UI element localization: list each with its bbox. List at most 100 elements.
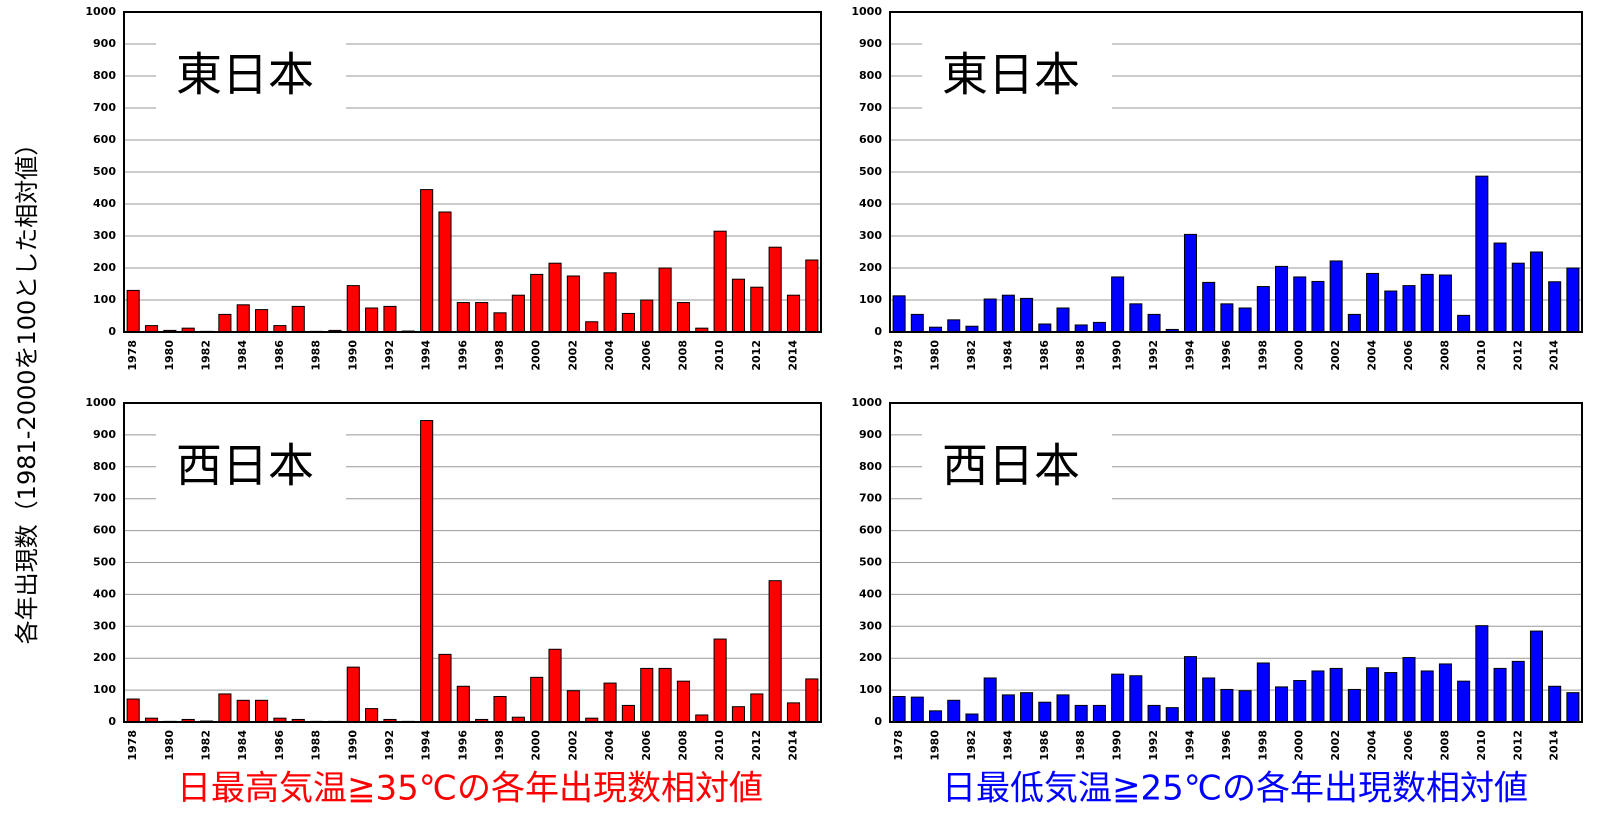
title-box: [922, 425, 1112, 513]
caption: 日最高気温≧35℃の各年出現数相対値: [177, 769, 763, 809]
bar: [1001, 694, 1015, 723]
bar: [768, 246, 782, 333]
bar: [1420, 670, 1434, 723]
x-tick-label: 2012: [750, 730, 763, 761]
title-box: [922, 34, 1112, 122]
x-tick-label: 1986: [273, 340, 286, 371]
bar: [1384, 290, 1398, 333]
bar: [713, 230, 727, 333]
x-tick-label: 1998: [493, 340, 506, 371]
bar: [676, 680, 690, 723]
bar: [420, 189, 434, 333]
x-tick-label: 2002: [1329, 340, 1342, 371]
x-tick-label: 1988: [310, 340, 323, 371]
x-tick-label: 2004: [603, 730, 616, 761]
bar: [1147, 313, 1161, 333]
bar: [1548, 685, 1562, 723]
bar: [910, 696, 924, 723]
x-tick-label: 1990: [346, 340, 359, 371]
bar: [1493, 242, 1507, 333]
bar: [1074, 324, 1088, 333]
x-tick-label: 1978: [126, 730, 139, 761]
x-tick-label: 1990: [346, 730, 359, 761]
y-tick-label: 400: [93, 587, 116, 600]
x-tick-label: 1982: [200, 730, 213, 761]
x-tick-label: 1980: [163, 340, 176, 371]
y-tick-label: 100: [859, 293, 882, 306]
bar: [236, 699, 250, 723]
y-tick-label: 0: [874, 715, 882, 728]
bar: [1147, 704, 1161, 723]
panel-title: 東日本: [942, 48, 1080, 102]
x-tick-label: 1982: [965, 730, 978, 761]
x-tick-label: 1994: [420, 340, 433, 371]
bar: [420, 420, 434, 723]
x-tick-label: 1990: [1111, 340, 1124, 371]
bar: [1183, 656, 1197, 723]
bar: [1129, 675, 1143, 723]
bar: [1548, 281, 1562, 333]
x-tick-label: 1988: [1074, 340, 1087, 371]
x-tick-label: 1996: [456, 730, 469, 761]
bar: [1038, 701, 1052, 723]
bar: [530, 273, 544, 333]
bar: [1020, 692, 1034, 723]
y-tick-label: 0: [108, 325, 116, 338]
x-tick-label: 2004: [1366, 730, 1379, 761]
x-tick-label: 2014: [786, 340, 799, 371]
bar: [1001, 294, 1015, 333]
x-tick-label: 2010: [1475, 730, 1488, 761]
bar: [1311, 280, 1325, 333]
y-tick-label: 300: [93, 229, 116, 242]
y-tick-label: 300: [93, 619, 116, 632]
y-tick-label: 800: [859, 460, 882, 473]
bar: [1457, 680, 1471, 723]
bar: [365, 307, 379, 333]
bar: [768, 580, 782, 723]
x-tick-label: 2008: [676, 340, 689, 371]
bar: [1202, 677, 1216, 723]
y-tick-label: 800: [93, 69, 116, 82]
bar: [731, 278, 746, 333]
y-tick-label: 400: [859, 587, 882, 600]
bar: [658, 667, 672, 723]
plot-frame: [889, 402, 1583, 723]
bar: [1402, 285, 1416, 333]
bar: [1020, 297, 1034, 333]
x-tick-label: 1996: [456, 340, 469, 371]
bar: [1438, 663, 1452, 723]
x-tick-label: 1998: [1256, 340, 1269, 371]
x-tick-label: 2014: [1548, 730, 1561, 761]
x-tick-label: 1998: [493, 730, 506, 761]
bar: [786, 294, 801, 333]
bar: [511, 294, 525, 333]
y-tick-label: 900: [859, 37, 882, 50]
x-tick-label: 1986: [1038, 340, 1051, 371]
bar: [456, 685, 470, 723]
bar: [1329, 260, 1343, 333]
y-tick-label: 600: [93, 133, 116, 146]
bar: [493, 312, 507, 333]
bar: [1347, 313, 1361, 333]
bar: [1092, 704, 1106, 723]
bar: [346, 285, 360, 333]
bar: [1438, 274, 1452, 333]
x-tick-label: 2006: [1402, 730, 1415, 761]
bar: [1092, 321, 1106, 333]
y-tick-label: 100: [859, 683, 882, 696]
bar: [1511, 660, 1525, 723]
x-tick-label: 1986: [273, 730, 286, 761]
bar: [1529, 630, 1543, 723]
y-tick-label: 500: [93, 165, 116, 178]
y-tick-label: 100: [93, 293, 116, 306]
bar: [1256, 662, 1270, 723]
bar: [365, 708, 379, 723]
bar: [910, 313, 924, 333]
y-tick-label: 600: [93, 524, 116, 537]
bar: [126, 698, 140, 723]
bar: [676, 302, 690, 333]
x-tick-label: 2010: [713, 730, 726, 761]
y-tick-label: 200: [859, 261, 882, 274]
y-tick-label: 500: [93, 556, 116, 569]
bar: [438, 211, 452, 333]
